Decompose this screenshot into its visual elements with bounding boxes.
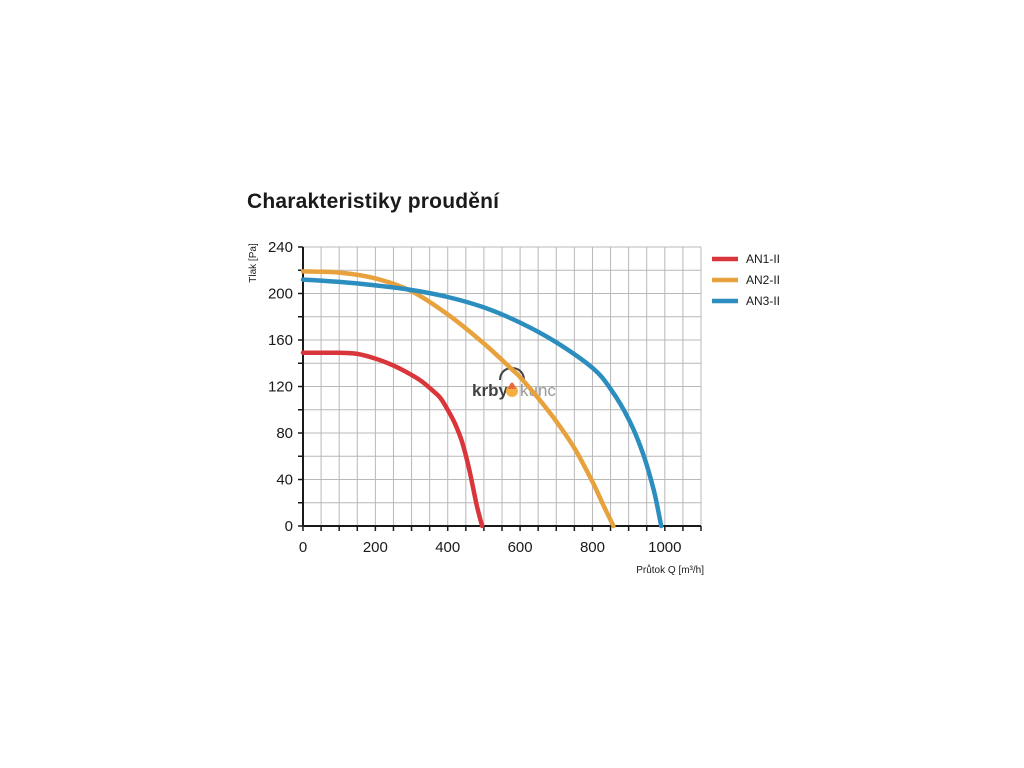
watermark-text-left: krby (472, 381, 508, 400)
legend: AN1-II AN2-II AN3-II (712, 252, 780, 308)
y-tick-label: 160 (268, 332, 293, 349)
y-tick-label: 40 (276, 472, 293, 489)
x-tick-label: 800 (580, 539, 605, 556)
legend-label-an2-ii: AN2-II (746, 273, 780, 287)
krbykunc-logo: krby kunc (472, 367, 556, 400)
y-axis-title: Tlak [Pa] (248, 243, 259, 283)
x-tick-label: 600 (508, 539, 533, 556)
legend-label-an1-ii: AN1-II (746, 252, 780, 266)
series-line-an3-ii (300, 277, 664, 529)
x-tick-label: 200 (363, 539, 388, 556)
y-tick-label: 240 (268, 239, 293, 256)
y-tick-label: 80 (276, 425, 293, 442)
x-tick-label: 0 (299, 539, 307, 556)
y-tick-label: 200 (268, 286, 293, 303)
y-tick-label: 120 (268, 379, 293, 396)
legend-label-an3-ii: AN3-II (746, 294, 780, 308)
chart-title: Charakteristiky proudění (247, 190, 500, 213)
series-line-an1-ii (300, 350, 485, 529)
y-tick-label: 0 (285, 518, 293, 535)
x-axis-title: Průtok Q [m³/h] (636, 564, 704, 576)
series (300, 269, 664, 529)
x-tick-label: 1000 (648, 539, 681, 556)
x-tick-label: 400 (435, 539, 460, 556)
axes: 0 200 400 600 800 1000 0 40 80 120 160 200 240 Průtok… (248, 239, 704, 576)
grid (303, 246, 702, 526)
series-line-an2-ii (300, 269, 616, 529)
